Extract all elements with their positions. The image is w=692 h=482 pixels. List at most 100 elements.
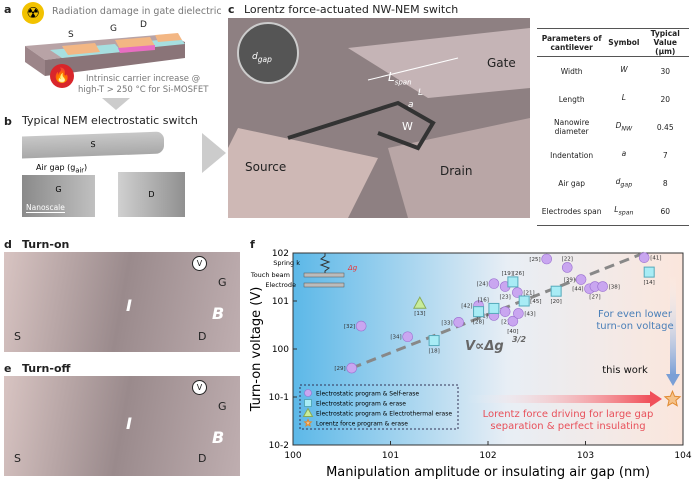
inset-label: Electrode [265, 281, 296, 289]
data-point-label: [45] [530, 299, 541, 305]
param-cell: Air gap [558, 178, 586, 188]
electrode-bar [303, 282, 345, 288]
panel-label-f: f [250, 238, 255, 251]
data-point-label: [33] [441, 320, 452, 326]
symbol-cell: W [606, 57, 641, 86]
legend-marker [303, 418, 313, 427]
legend-marker [304, 399, 312, 407]
param-cell: Electrodes span [537, 197, 607, 226]
data-point-label: [42] [461, 304, 472, 310]
data-point-label: [43] [524, 311, 535, 317]
symbol-cell: a [606, 141, 641, 169]
data-point [402, 331, 413, 343]
x-tick-label: 101 [382, 451, 399, 461]
data-point-label: [39] [564, 278, 575, 284]
table-row: Width W 30 [537, 57, 689, 86]
air-gap-end: ) [84, 163, 88, 172]
symbol-text: d [615, 177, 621, 187]
data-point-label: [13] [414, 311, 425, 317]
dgap-label: dgap [252, 52, 272, 64]
a-label: a [408, 100, 414, 110]
drain-label: Drain [440, 164, 473, 178]
x-tick-label: 102 [479, 451, 496, 461]
data-point-label: [20] [551, 299, 562, 305]
symbol-sub: NW [621, 125, 633, 133]
data-point [550, 285, 562, 297]
y-tick-label: 101 [272, 297, 289, 307]
label-d: D [140, 20, 147, 30]
symbol-text: D [615, 121, 622, 131]
table-row: Length L 20 [537, 85, 689, 113]
panel-label-c: c [228, 3, 235, 16]
data-point-label: [41] [650, 256, 661, 262]
data-point [507, 276, 519, 288]
source-label: Source [245, 160, 287, 174]
value-cell: 30 [660, 66, 671, 76]
d-label-g: G [218, 276, 227, 289]
symbol-text: W [620, 65, 628, 75]
symbol-sub: span [618, 209, 634, 217]
data-point-label: [28] [473, 320, 484, 326]
header-param: Parameters of cantilever [537, 28, 607, 57]
dgap-sub: gap [257, 54, 272, 64]
header-value: Typical Value (μm) [641, 28, 689, 57]
data-point [346, 362, 358, 374]
scale-label: Nanoscale [26, 203, 65, 213]
value-cell: 0.45 [656, 122, 674, 132]
panel-label-a: a [4, 3, 12, 16]
beam-s: S [22, 131, 164, 159]
d-label-d: D [198, 330, 207, 343]
panel-c-title: Lorentz force-actuated NW-NEM switch [244, 3, 459, 16]
label-g: G [55, 185, 62, 194]
legend-marker [304, 389, 312, 397]
data-point [488, 302, 500, 314]
e-label-s: S [14, 452, 21, 465]
electrode-g: G [22, 175, 95, 217]
data-point-label: [18] [428, 349, 439, 355]
fit-exponent: 3/2 [512, 335, 526, 344]
down-arrow [102, 98, 130, 110]
param-cell: Indentation [550, 150, 594, 160]
value-cell: 60 [641, 197, 689, 226]
legend-entry: Electrostatic program & Electrothermal e… [316, 411, 452, 418]
data-point-label: [19][26] [502, 271, 525, 277]
legend-box [299, 384, 459, 430]
panel-d-title: Turn-on [22, 238, 70, 251]
label-d: D [148, 190, 155, 199]
table-row: Electrodes span Lspan 60 [537, 197, 689, 226]
panel-b-title: Typical NEM electrostatic switch [22, 114, 198, 127]
lspan-label: Lspan [388, 70, 412, 86]
l-label: L [418, 88, 424, 98]
e-label-d: D [198, 452, 207, 465]
data-point-label: [40] [507, 329, 518, 335]
table-row: Air gap dgap 8 [537, 169, 689, 197]
d-field: B [212, 304, 225, 323]
lower-text-2: turn-on voltage [596, 321, 673, 332]
spring-icon [319, 253, 331, 273]
fit-label: V∝Δg [465, 339, 504, 354]
lower-text: For even lower [598, 309, 673, 320]
lspan-text: L [388, 70, 395, 84]
right-arrow [202, 133, 226, 173]
symbol-cell: DNW [606, 113, 641, 141]
heat-text-2: high-T > 250 °C for Si-MOSFET [78, 85, 209, 95]
param-cell: Length [558, 94, 585, 104]
data-point-label: [23] [500, 295, 511, 301]
data-point [518, 295, 530, 307]
param-cell: Width [560, 66, 583, 76]
data-point [561, 262, 573, 273]
table-header-row: Parameters of cantilever Symbol Typical … [537, 28, 689, 57]
fit-line [351, 251, 645, 370]
turn-on-voltage-chart: 100 101 102 103 104 10-2 10-1 100 101 102 Manipula… [249, 249, 692, 480]
heat-text: Intrinsic carrier increase @ [86, 74, 201, 84]
electrode-d: D [118, 172, 185, 217]
legend-entry: Electrostatic program & Self-erase [316, 391, 419, 398]
header-symbol: Symbol [606, 28, 642, 57]
x-tick-label: 100 [284, 451, 301, 461]
y-tick-label: 102 [272, 249, 289, 259]
symbol-text: L [621, 93, 626, 103]
y-tick-label: 100 [272, 345, 289, 355]
data-point [513, 308, 524, 319]
panel-e-title: Turn-off [22, 362, 71, 375]
